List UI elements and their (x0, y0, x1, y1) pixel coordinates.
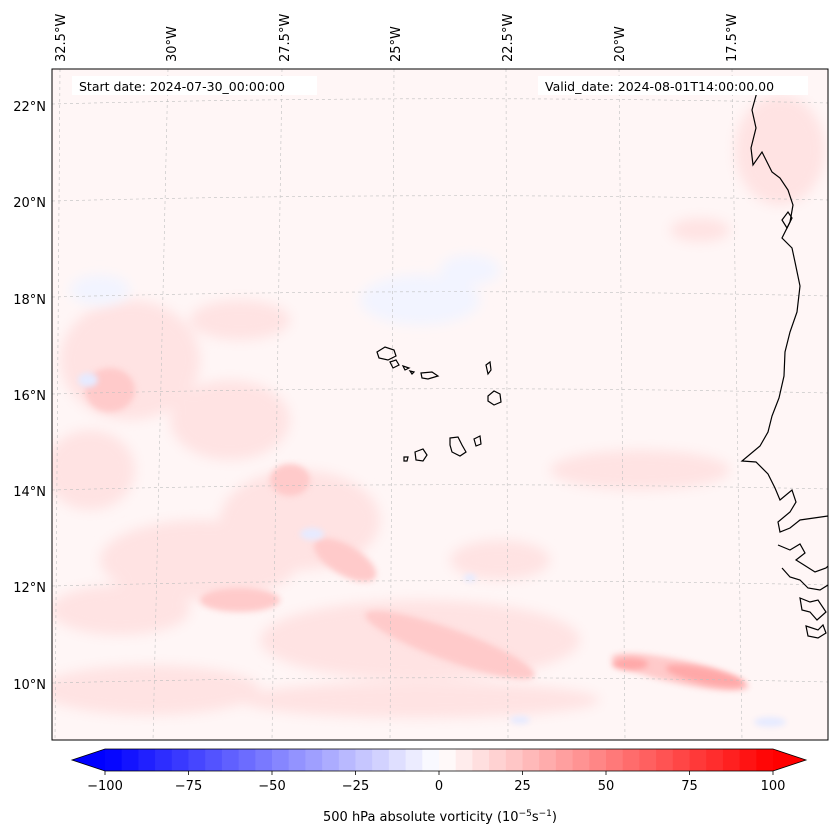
colorbar-tick-label: 100 (761, 779, 786, 794)
gridlines (52, 69, 828, 740)
colorbar-label: 500 hPa absolute vorticity (10−5s−1) (323, 809, 557, 825)
colorbar-segment (622, 749, 640, 771)
colorbar-segment (155, 749, 173, 771)
colorbar-segment (706, 749, 724, 771)
colorbar-segment (205, 749, 223, 771)
colorbar-segment (589, 749, 607, 771)
lat-label-18n: 18°N (13, 293, 46, 308)
colorbar-segment (455, 749, 473, 771)
colorbar-segment (672, 749, 690, 771)
lat-label-14n: 14°N (13, 485, 46, 500)
colorbar-segment (288, 749, 306, 771)
colorbar-segment (572, 749, 590, 771)
colorbar-segment (422, 749, 440, 771)
vorticity-field (52, 69, 828, 740)
colorbar-tick-label: −75 (175, 779, 202, 794)
colorbar-segments (105, 749, 774, 771)
colorbar-tick-label: 0 (435, 779, 443, 794)
map-frame (51, 68, 829, 741)
colorbar-tick-label: 75 (681, 779, 698, 794)
start-date-label: Start date: 2024-07-30_00:00:00 (79, 79, 285, 94)
coastline (376, 91, 828, 639)
colorbar-segment (322, 749, 340, 771)
valid-date-label: Valid_date: 2024-08-01T14:00:00.00 (545, 79, 774, 94)
colorbar-tick-label: −50 (258, 779, 285, 794)
latitude-labels: 22°N 20°N 18°N 16°N 14°N 12°N 10°N (13, 100, 46, 693)
colorbar-segment (505, 749, 523, 771)
colorbar-segment (138, 749, 156, 771)
colorbar-extend-max (773, 749, 806, 771)
colorbar-segment (355, 749, 373, 771)
colorbar-segment (105, 749, 123, 771)
lat-label-22n: 22°N (13, 100, 46, 115)
lon-label-30w: 30°W (165, 26, 180, 62)
colorbar-extend-min (72, 749, 105, 771)
lat-label-12n: 12°N (13, 581, 46, 596)
lat-label-16n: 16°N (13, 389, 46, 404)
colorbar-tick-label: −100 (87, 779, 123, 794)
longitude-labels: 32.5°W 30°W 27.5°W 25°W 22.5°W 20°W 17.5… (54, 14, 740, 62)
colorbar-ticks: −100 −75 −50 −25 0 25 50 75 100 (87, 771, 785, 794)
lat-label-10n: 10°N (13, 678, 46, 693)
colorbar-segment (272, 749, 290, 771)
colorbar-segment (555, 749, 574, 771)
colorbar-segment (188, 749, 206, 771)
valid-date-box (538, 76, 808, 95)
lon-label-32-5w: 32.5°W (54, 14, 69, 62)
colorbar-segment (338, 749, 356, 771)
colorbar-segment (539, 749, 557, 771)
colorbar-segment (439, 749, 457, 771)
colorbar-segment (238, 749, 256, 771)
colorbar-segment (739, 749, 757, 771)
lon-label-25w: 25°W (389, 26, 404, 62)
colorbar-segment (756, 749, 774, 771)
colorbar-segment (221, 749, 240, 771)
start-date-box (72, 76, 317, 95)
colorbar-segment (305, 749, 323, 771)
colorbar-segment (722, 749, 741, 771)
lon-label-17-5w: 17.5°W (725, 14, 740, 62)
colorbar-tick-label: 50 (598, 779, 615, 794)
map-panel: Start date: 2024-07-30_00:00:00 Valid_da… (51, 68, 829, 741)
colorbar-segment (255, 749, 273, 771)
colorbar-segment (388, 749, 407, 771)
colorbar-segment (372, 749, 390, 771)
colorbar-segment (171, 749, 189, 771)
colorbar-segment (689, 749, 707, 771)
lon-label-22-5w: 22.5°W (501, 14, 516, 62)
colorbar-segment (121, 749, 139, 771)
colorbar-tick-label: 25 (514, 779, 531, 794)
colorbar-segment (405, 749, 423, 771)
colorbar-segment (606, 749, 624, 771)
lon-label-27-5w: 27.5°W (278, 14, 293, 62)
colorbar-segment (489, 749, 507, 771)
colorbar: −100 −75 −50 −25 0 25 50 75 100 500 hPa absolute… (70, 748, 808, 825)
lat-label-20n: 20°N (13, 196, 46, 211)
colorbar-tick-label: −25 (342, 779, 369, 794)
colorbar-segment (472, 749, 490, 771)
colorbar-segment (639, 749, 657, 771)
colorbar-segment (522, 749, 540, 771)
colorbar-segment (656, 749, 674, 771)
lon-label-20w: 20°W (613, 26, 628, 62)
